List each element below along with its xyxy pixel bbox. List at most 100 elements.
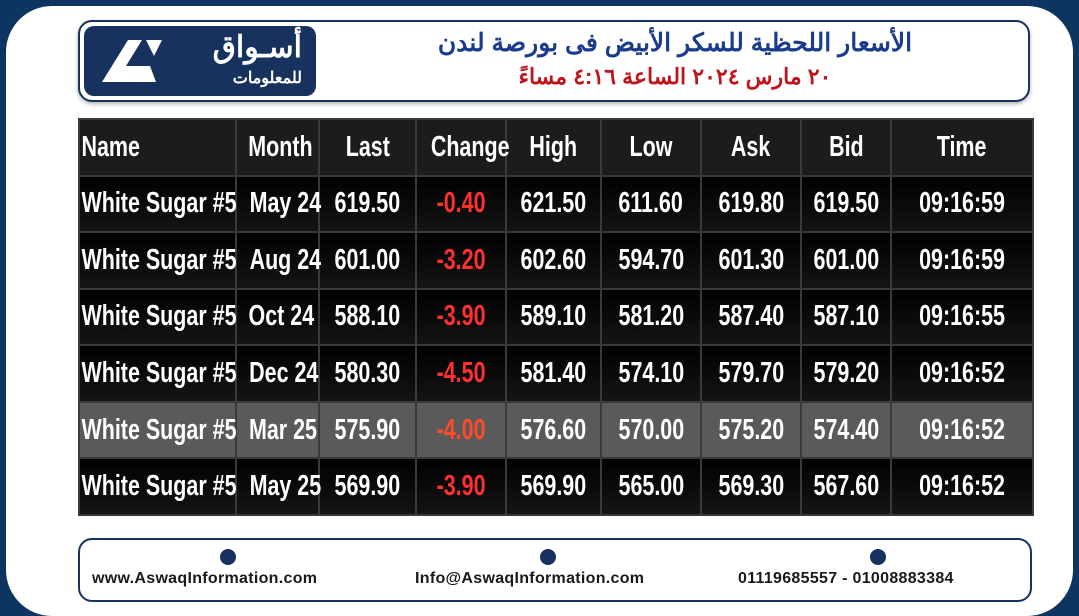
table-cell: 602.60 (505, 231, 602, 290)
table-cell: 574.40 (800, 400, 892, 460)
table-cell-text: 601.30 (718, 243, 784, 276)
table-cell-text: May 25 (249, 470, 322, 503)
table-cell-text: 579.20 (813, 357, 880, 390)
mail-icon (540, 549, 556, 565)
table-row: White Sugar #5 Mar 25 575.90 -4.00 576.60 570… (78, 400, 1034, 460)
table-cell: 569.90 (318, 457, 417, 516)
table-cell-text: 601.00 (334, 243, 401, 276)
table-cell: 621.50 (505, 174, 602, 234)
column-header-text: Month (248, 130, 313, 163)
logo-icon (102, 40, 162, 82)
table-cell-text: May 24 (249, 187, 322, 220)
table-cell: 09:16:59 (890, 231, 1034, 290)
table-cell: 569.30 (700, 457, 802, 516)
subtitle: ٢٠ مارس ٢٠٢٤ الساعة ٤:١٦ مساءً (518, 64, 832, 89)
table-cell: 619.50 (800, 174, 892, 234)
table-cell-text: White Sugar #5 (81, 470, 237, 503)
table-cell-text: 580.30 (334, 357, 401, 390)
table-cell: 569.90 (505, 457, 602, 516)
table-cell: 567.60 (800, 457, 892, 516)
table-cell: Dec 24 (235, 344, 320, 403)
table-cell: -3.90 (415, 457, 507, 516)
header-box: أسـواق للمعلومات الأسعار اللحظية للسكر ا… (78, 20, 1030, 102)
column-header: Time (890, 118, 1034, 177)
email: Info@AswaqInformation.com (415, 570, 645, 587)
table-cell: 594.70 (600, 231, 702, 290)
table-cell-text: 602.60 (520, 243, 587, 276)
table-cell-text: Dec 24 (249, 357, 319, 390)
table-cell-text: -3.90 (436, 300, 486, 333)
logo: أسـواق للمعلومات (84, 26, 316, 96)
table-cell-text: 565.00 (618, 470, 684, 503)
table-cell-text: 588.10 (334, 300, 401, 333)
table-cell: 601.00 (318, 231, 417, 290)
table-cell: 619.50 (318, 174, 417, 234)
column-header: High (505, 118, 602, 177)
table-cell-text: 575.90 (334, 413, 401, 446)
column-header: Month (235, 118, 320, 177)
price-table: Name Month Last Change High Low Ask Bid Time Whit… (78, 118, 1034, 516)
table-cell: 587.40 (700, 287, 802, 347)
table-cell: -3.20 (415, 231, 507, 290)
table-cell-text: 587.40 (718, 300, 784, 333)
table-cell: 580.30 (318, 344, 417, 403)
title: الأسعار اللحظية للسكر الأبيض فى بورصة لن… (437, 29, 913, 57)
table-cell: Aug 24 (235, 231, 322, 290)
table-cell: White Sugar #5 (78, 174, 237, 234)
table-row: White Sugar #5 Dec 24 580.30 -4.50 581.40 574… (78, 344, 1034, 403)
table-cell: -0.40 (415, 174, 507, 234)
column-header: Change (415, 118, 510, 177)
column-header: Low (600, 118, 702, 177)
table-cell-text: 569.90 (334, 470, 401, 503)
column-header-text: Low (629, 130, 673, 163)
table-cell-text: 589.10 (520, 300, 587, 333)
page: أسـواق للمعلومات الأسعار اللحظية للسكر ا… (6, 6, 1073, 616)
table-cell: 09:16:52 (890, 457, 1034, 516)
table-row: White Sugar #5 Oct 24 588.10 -3.90 589.10 581… (78, 287, 1034, 347)
table-cell-text: 09:16:59 (919, 187, 1005, 220)
footer-box: www.AswaqInformation.com Info@AswaqInfor… (78, 538, 1032, 602)
table-cell: 575.90 (318, 400, 417, 460)
table-cell: 589.10 (505, 287, 602, 347)
logo-subtext: للمعلومات (232, 70, 302, 87)
table-cell: -3.90 (415, 287, 507, 347)
table-cell-text: Aug 24 (249, 243, 322, 276)
table-cell: 576.60 (505, 400, 602, 460)
table-cell: 579.20 (800, 344, 892, 403)
table-cell-text: 09:16:52 (919, 357, 1005, 390)
table-cell: 581.40 (505, 344, 602, 403)
table-cell: Oct 24 (235, 287, 320, 347)
website: www.AswaqInformation.com (92, 570, 318, 587)
table-cell: 587.10 (800, 287, 892, 347)
column-header-text: Change (430, 130, 510, 163)
column-header-text: Ask (731, 130, 771, 163)
phone: 01119685557 - 01008883384 (738, 570, 954, 587)
table-cell-text: White Sugar #5 (81, 300, 237, 333)
table-cell-text: 569.90 (520, 470, 587, 503)
table-cell-text: Mar 25 (248, 413, 317, 446)
table-cell-text: 09:16:55 (919, 300, 1005, 333)
table-cell-text: Oct 24 (248, 300, 315, 333)
column-header-text: High (529, 130, 578, 163)
table-cell-text: 611.60 (618, 187, 684, 220)
column-header-text: Time (937, 130, 987, 163)
table-cell: 619.80 (700, 174, 802, 234)
table-cell-text: 574.10 (618, 357, 684, 390)
table-cell: 09:16:55 (890, 287, 1034, 347)
table-cell: White Sugar #5 (78, 400, 237, 460)
table-cell: 601.30 (700, 231, 802, 290)
column-header: Name (78, 118, 237, 177)
table-cell-text: 621.50 (520, 187, 587, 220)
column-header: Last (318, 118, 417, 177)
table-cell: 570.00 (600, 400, 702, 460)
table-cell: May 24 (235, 174, 322, 234)
table-cell: 581.20 (600, 287, 702, 347)
table-cell-text: White Sugar #5 (81, 243, 237, 276)
table-cell: 601.00 (800, 231, 892, 290)
table-cell-text: White Sugar #5 (81, 413, 237, 446)
column-header: Bid (800, 118, 892, 177)
table-row: White Sugar #5 May 24 619.50 -0.40 621.50 611… (78, 174, 1034, 234)
table-cell-text: 575.20 (718, 413, 784, 446)
table-cell: 09:16:59 (890, 174, 1034, 234)
table-cell: -4.00 (415, 400, 507, 460)
